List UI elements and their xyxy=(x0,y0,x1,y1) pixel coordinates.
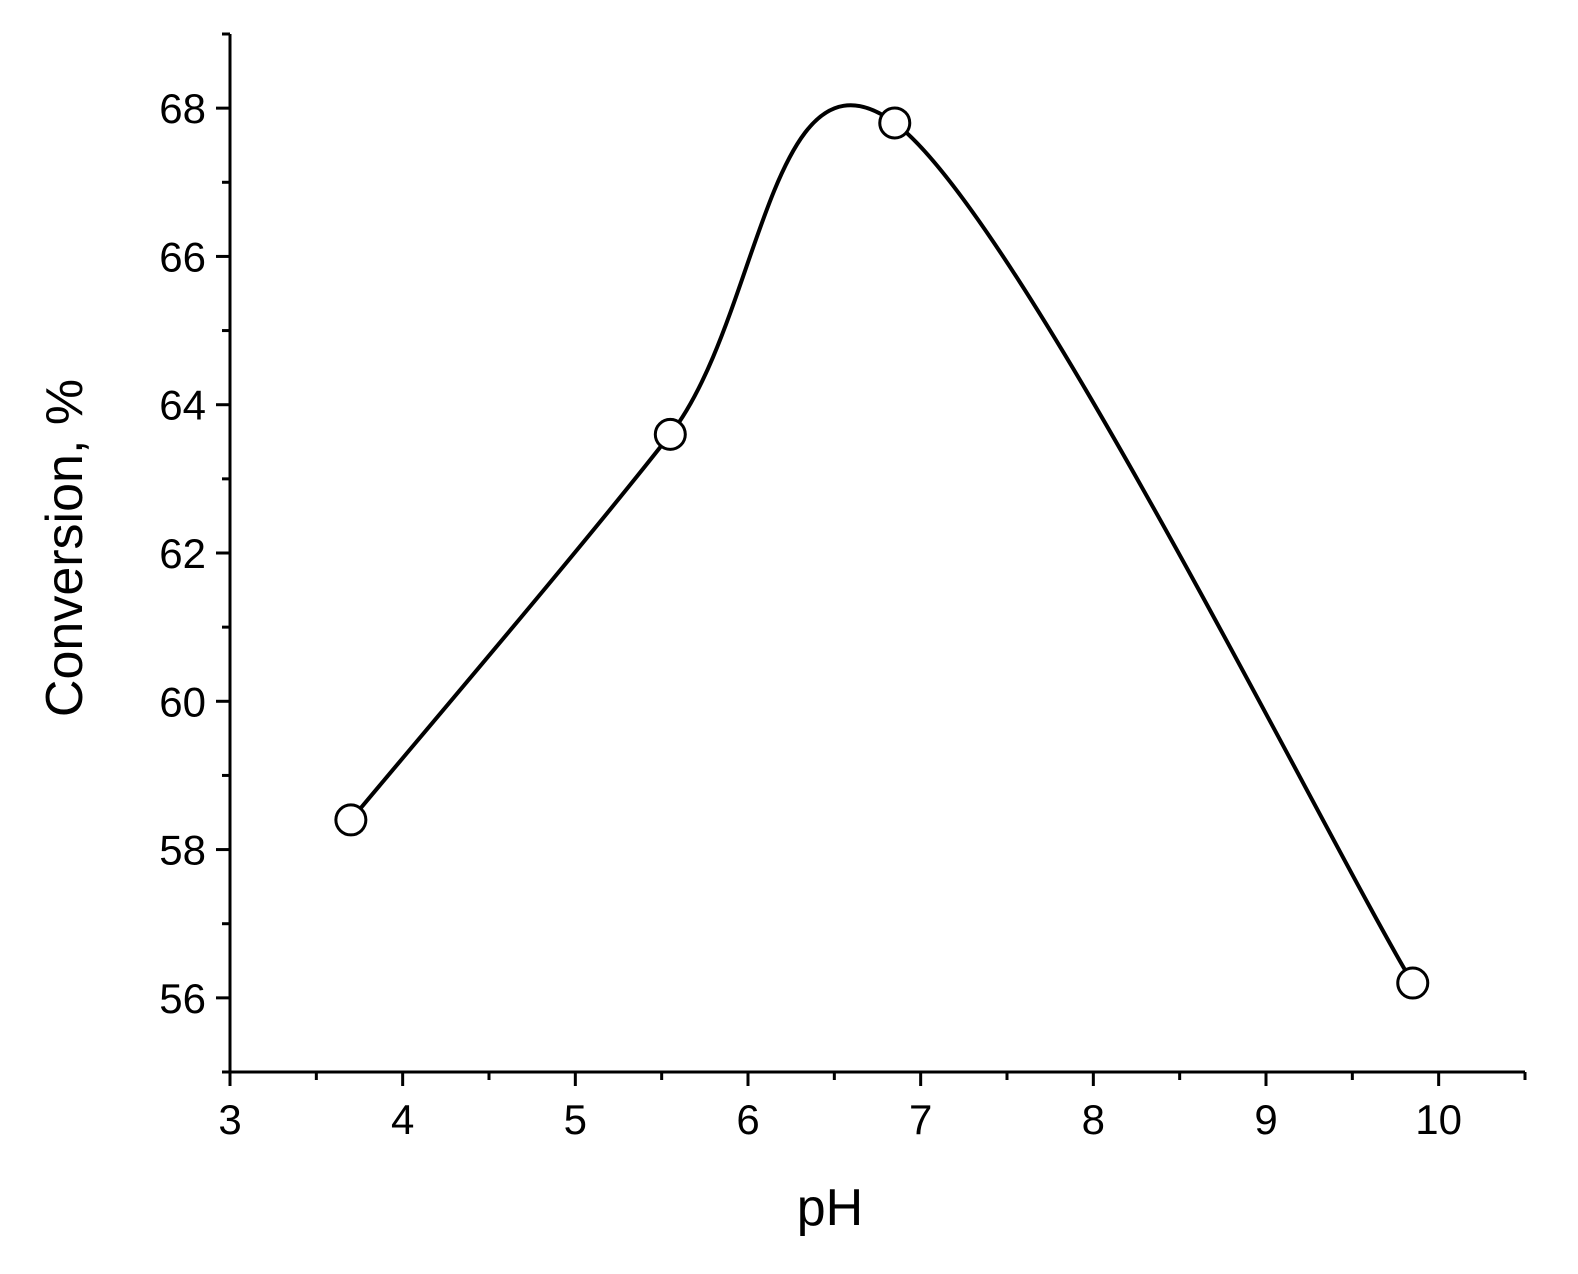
x-tick-label: 10 xyxy=(1415,1096,1462,1143)
y-tick-label: 56 xyxy=(159,975,206,1022)
marker xyxy=(878,106,912,140)
y-tick-label: 62 xyxy=(159,530,206,577)
y-tick-label: 66 xyxy=(159,233,206,280)
y-tick-label: 64 xyxy=(159,382,206,429)
x-tick-label: 5 xyxy=(564,1096,587,1143)
x-tick-label: 9 xyxy=(1254,1096,1277,1143)
line xyxy=(349,103,1415,985)
x-tick-label: 6 xyxy=(736,1096,759,1143)
y-tick-label: 58 xyxy=(159,827,206,874)
x-tick-label: 3 xyxy=(218,1096,241,1143)
x-tick-label: 7 xyxy=(909,1096,932,1143)
x-tick-label: 8 xyxy=(1082,1096,1105,1143)
x-axis-label: pH xyxy=(797,1179,863,1237)
y-axis-label: Conversion, % xyxy=(36,379,94,717)
y-tick-label: 68 xyxy=(159,85,206,132)
marker xyxy=(1396,966,1430,1000)
marker xyxy=(334,803,368,837)
y-tick-label: 60 xyxy=(159,678,206,725)
marker xyxy=(653,417,687,451)
x-tick-label: 4 xyxy=(391,1096,414,1143)
